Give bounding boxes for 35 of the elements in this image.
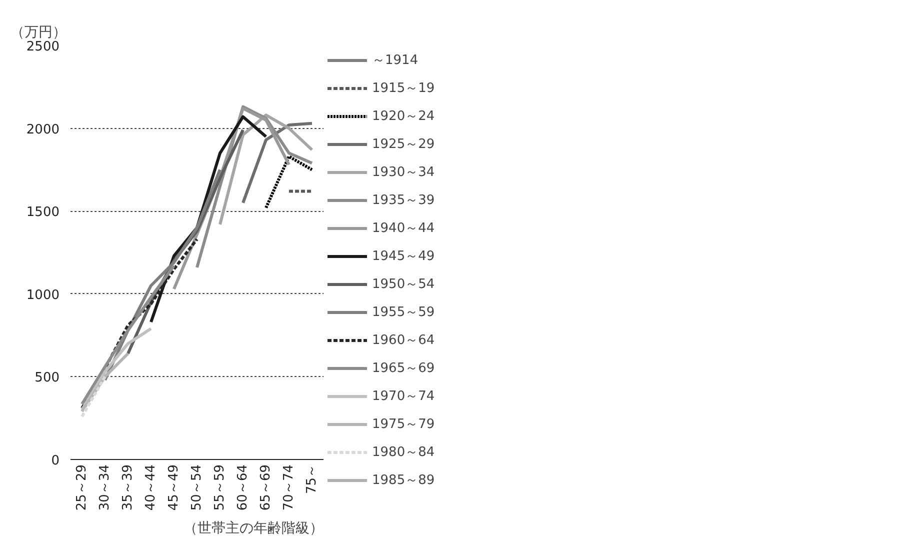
y-tick-label: 1000 [26,288,60,303]
y-tick-label: 0 [51,454,60,468]
x-tick-label: 30～34 [98,464,112,511]
legend-label: 1955～59 [372,304,435,322]
legend-label: 1925～29 [372,136,435,154]
x-tick-label: 50～54 [190,464,204,511]
legend-label: 1920～24 [372,108,435,126]
x-tick-label: 40～44 [144,464,158,511]
x-tick-label: 60～64 [236,464,250,511]
y-tick-label: 2500 [26,40,60,54]
legend-label: 1945～49 [372,248,435,266]
legend-label: 1975～79 [372,416,435,434]
x-tick-label: 70～74 [282,464,296,511]
x-axis-title: （世帯主の年齢階級） [184,520,324,536]
legend-label: 1960～64 [372,332,435,350]
x-tick-label: 25～29 [74,464,90,511]
y-tick-label: 500 [34,370,60,386]
legend-label: ～1914 [372,52,418,70]
x-tick-label: 75～ [304,464,320,494]
legend-label: 1930～34 [372,164,435,182]
legend-label: 1950～54 [372,276,435,294]
y-axis-title: （万円） [10,24,66,40]
y-tick-label: 1500 [26,205,60,220]
legend-label: 1965～69 [372,360,435,378]
x-tick-label: 35～39 [120,464,136,511]
legend-label: 1915～19 [372,80,435,98]
legend-label: 1940～44 [372,220,435,238]
y-tick-label: 2000 [26,122,60,138]
x-tick-label: 45～49 [166,464,182,511]
x-tick-label: 55～59 [212,464,228,511]
legend-label: 1985～89 [372,472,435,490]
legend-label: 1970～74 [372,388,435,406]
legend-label: 1935～39 [372,192,435,210]
x-tick-label: 65～69 [258,464,274,511]
legend-label: 1980～84 [372,444,435,462]
